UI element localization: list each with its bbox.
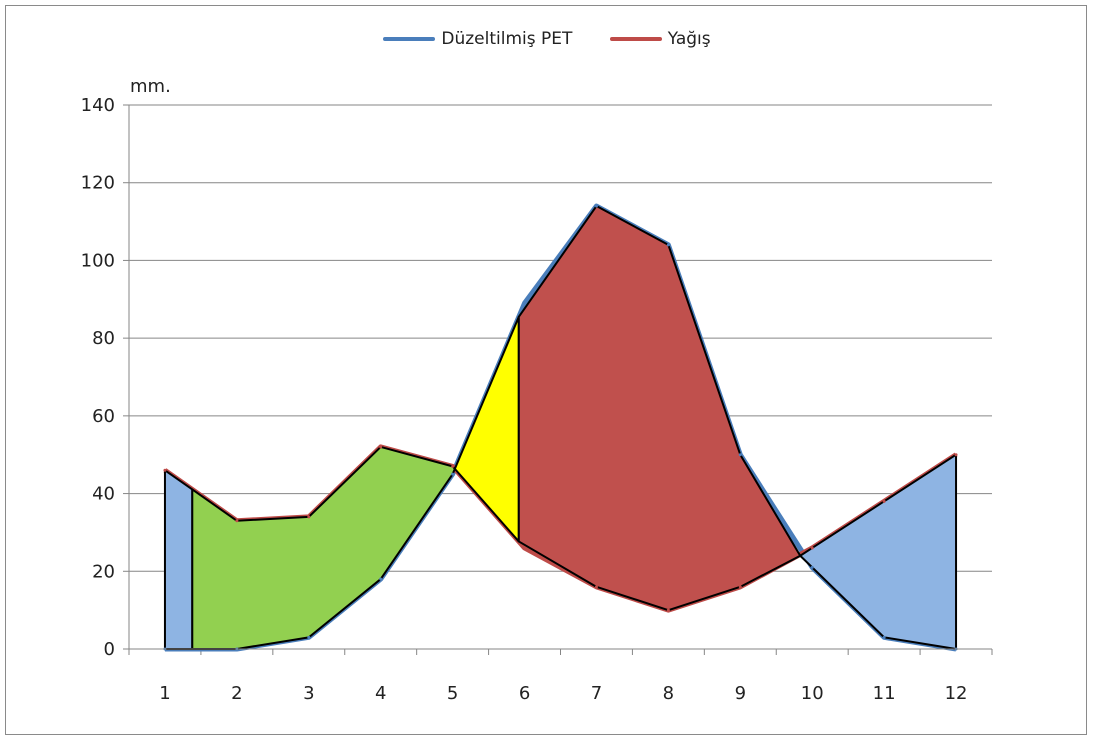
x-tick-label: 2 bbox=[231, 683, 242, 704]
x-tick-label: 1 bbox=[159, 683, 170, 704]
legend-item-yagis: Yağış bbox=[609, 29, 711, 49]
data-point-0-3 bbox=[379, 577, 383, 581]
data-point-1-10 bbox=[882, 499, 886, 503]
y-tick-label: 80 bbox=[92, 328, 115, 349]
data-point-1-7 bbox=[666, 608, 670, 612]
data-point-0-2 bbox=[307, 635, 311, 639]
data-point-0-6 bbox=[594, 204, 598, 208]
y-unit-label: mm. bbox=[130, 76, 171, 97]
data-point-0-4 bbox=[451, 472, 455, 476]
x-tick-label: 9 bbox=[735, 683, 746, 704]
chart-legend: Düzeltilmiş PET Yağış bbox=[0, 26, 1094, 49]
data-point-0-10 bbox=[882, 635, 886, 639]
y-tick-label: 40 bbox=[92, 484, 115, 505]
x-tick-label: 3 bbox=[303, 683, 314, 704]
legend-label-pet: Düzeltilmiş PET bbox=[441, 29, 573, 49]
legend-swatch-yagis bbox=[609, 37, 662, 41]
data-point-1-1 bbox=[235, 519, 239, 523]
data-point-0-7 bbox=[666, 243, 670, 247]
legend-swatch-pet bbox=[383, 37, 436, 41]
data-point-1-8 bbox=[738, 585, 742, 589]
y-tick-label: 60 bbox=[92, 406, 115, 427]
data-point-1-9 bbox=[810, 546, 814, 550]
legend-label-yagis: Yağış bbox=[667, 29, 711, 49]
x-tick-label: 4 bbox=[375, 683, 386, 704]
data-point-0-5 bbox=[523, 301, 527, 305]
x-tick-label: 8 bbox=[663, 683, 674, 704]
y-tick-label: 20 bbox=[92, 561, 115, 582]
x-tick-label: 11 bbox=[873, 683, 896, 704]
shaded-region-1 bbox=[191, 445, 456, 650]
data-point-0-8 bbox=[738, 453, 742, 457]
data-point-1-4 bbox=[451, 464, 455, 468]
data-point-1-11 bbox=[954, 453, 958, 457]
data-point-0-9 bbox=[810, 565, 814, 569]
y-tick-label: 120 bbox=[81, 173, 115, 194]
shaded-region-3 bbox=[517, 205, 802, 612]
x-tick-label: 6 bbox=[519, 683, 530, 704]
x-tick-label: 5 bbox=[447, 683, 458, 704]
y-tick-label: 140 bbox=[81, 95, 115, 116]
data-point-1-6 bbox=[594, 585, 598, 589]
shaded-region-0 bbox=[163, 469, 194, 650]
legend-item-pet: Düzeltilmiş PET bbox=[383, 29, 572, 49]
data-point-1-5 bbox=[523, 546, 527, 550]
x-tick-label: 12 bbox=[945, 683, 968, 704]
x-tick-label: 10 bbox=[801, 683, 824, 704]
y-tick-label: 100 bbox=[81, 250, 115, 271]
data-point-1-2 bbox=[307, 515, 311, 519]
shaded-region-4 bbox=[799, 453, 958, 650]
y-tick-label: 0 bbox=[104, 639, 115, 660]
data-point-1-3 bbox=[379, 445, 383, 449]
data-point-1-0 bbox=[163, 468, 167, 472]
x-tick-label: 7 bbox=[591, 683, 602, 704]
